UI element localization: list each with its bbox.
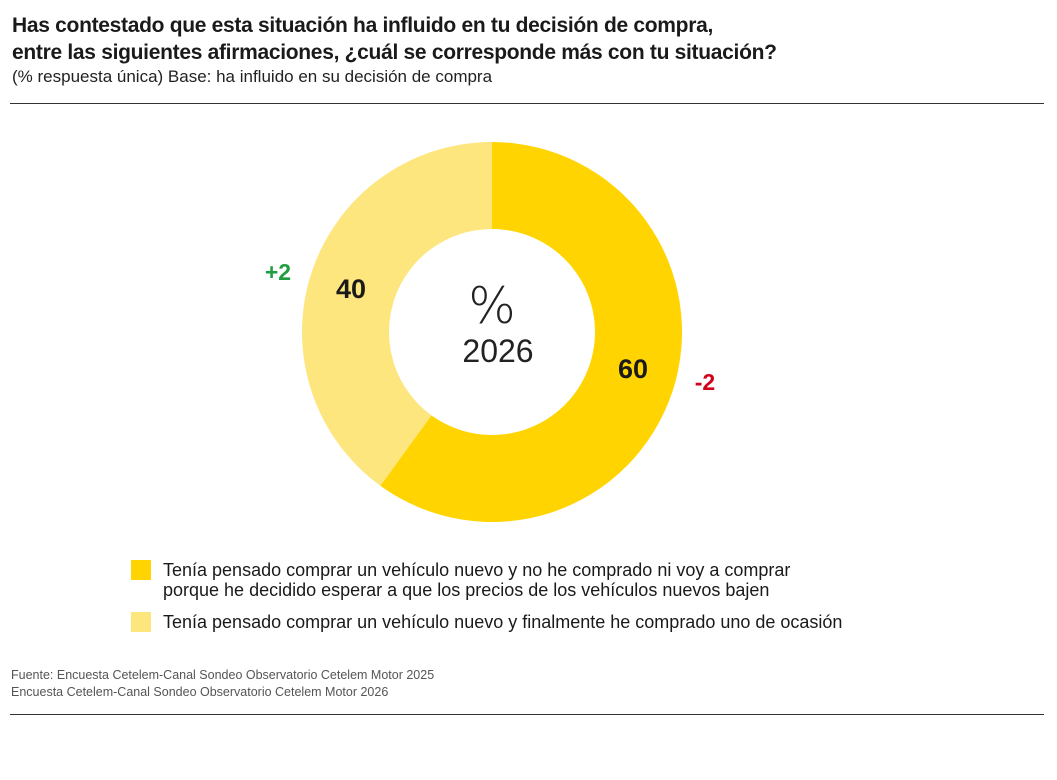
legend-swatch-0 <box>131 560 151 580</box>
bottom-divider <box>10 714 1044 715</box>
chart-title: Has contestado que esta situación ha inf… <box>12 12 777 66</box>
donut-slice-1 <box>302 142 492 486</box>
legend: Tenía pensado comprar un vehículo nuevo … <box>131 560 842 644</box>
legend-swatch-1 <box>131 612 151 632</box>
legend-item-1: Tenía pensado comprar un vehículo nuevo … <box>131 612 842 632</box>
title-line-1: Has contestado que esta situación ha inf… <box>12 14 713 37</box>
slice-value-label-1: 40 <box>336 274 366 304</box>
center-percent-symbol: % <box>468 277 516 335</box>
source-note: Fuente: Encuesta Cetelem-Canal Sondeo Ob… <box>11 667 434 701</box>
chart-subtitle: (% respuesta única) Base: ha influido en… <box>12 67 493 86</box>
slice-change-label-0: -2 <box>695 369 715 395</box>
legend-item-0: Tenía pensado comprar un vehículo nuevo … <box>131 560 842 600</box>
center-year-label: 2026 <box>462 333 533 369</box>
legend-label-0-line-2: porque he decidido esperar a que los pre… <box>163 580 770 600</box>
legend-label-0-line-1: Tenía pensado comprar un vehículo nuevo … <box>163 560 791 580</box>
title-line-2: entre las siguientes afirmaciones, ¿cuál… <box>12 41 777 64</box>
legend-label-1: Tenía pensado comprar un vehículo nuevo … <box>163 612 843 632</box>
slice-change-label-1: +2 <box>265 259 291 285</box>
source-line-2: Encuesta Cetelem-Canal Sondeo Observator… <box>11 685 389 699</box>
source-line-1: Fuente: Encuesta Cetelem-Canal Sondeo Ob… <box>11 668 435 682</box>
donut-slice-0 <box>380 142 682 522</box>
top-divider <box>10 103 1044 104</box>
slice-value-label-0: 60 <box>618 354 648 384</box>
